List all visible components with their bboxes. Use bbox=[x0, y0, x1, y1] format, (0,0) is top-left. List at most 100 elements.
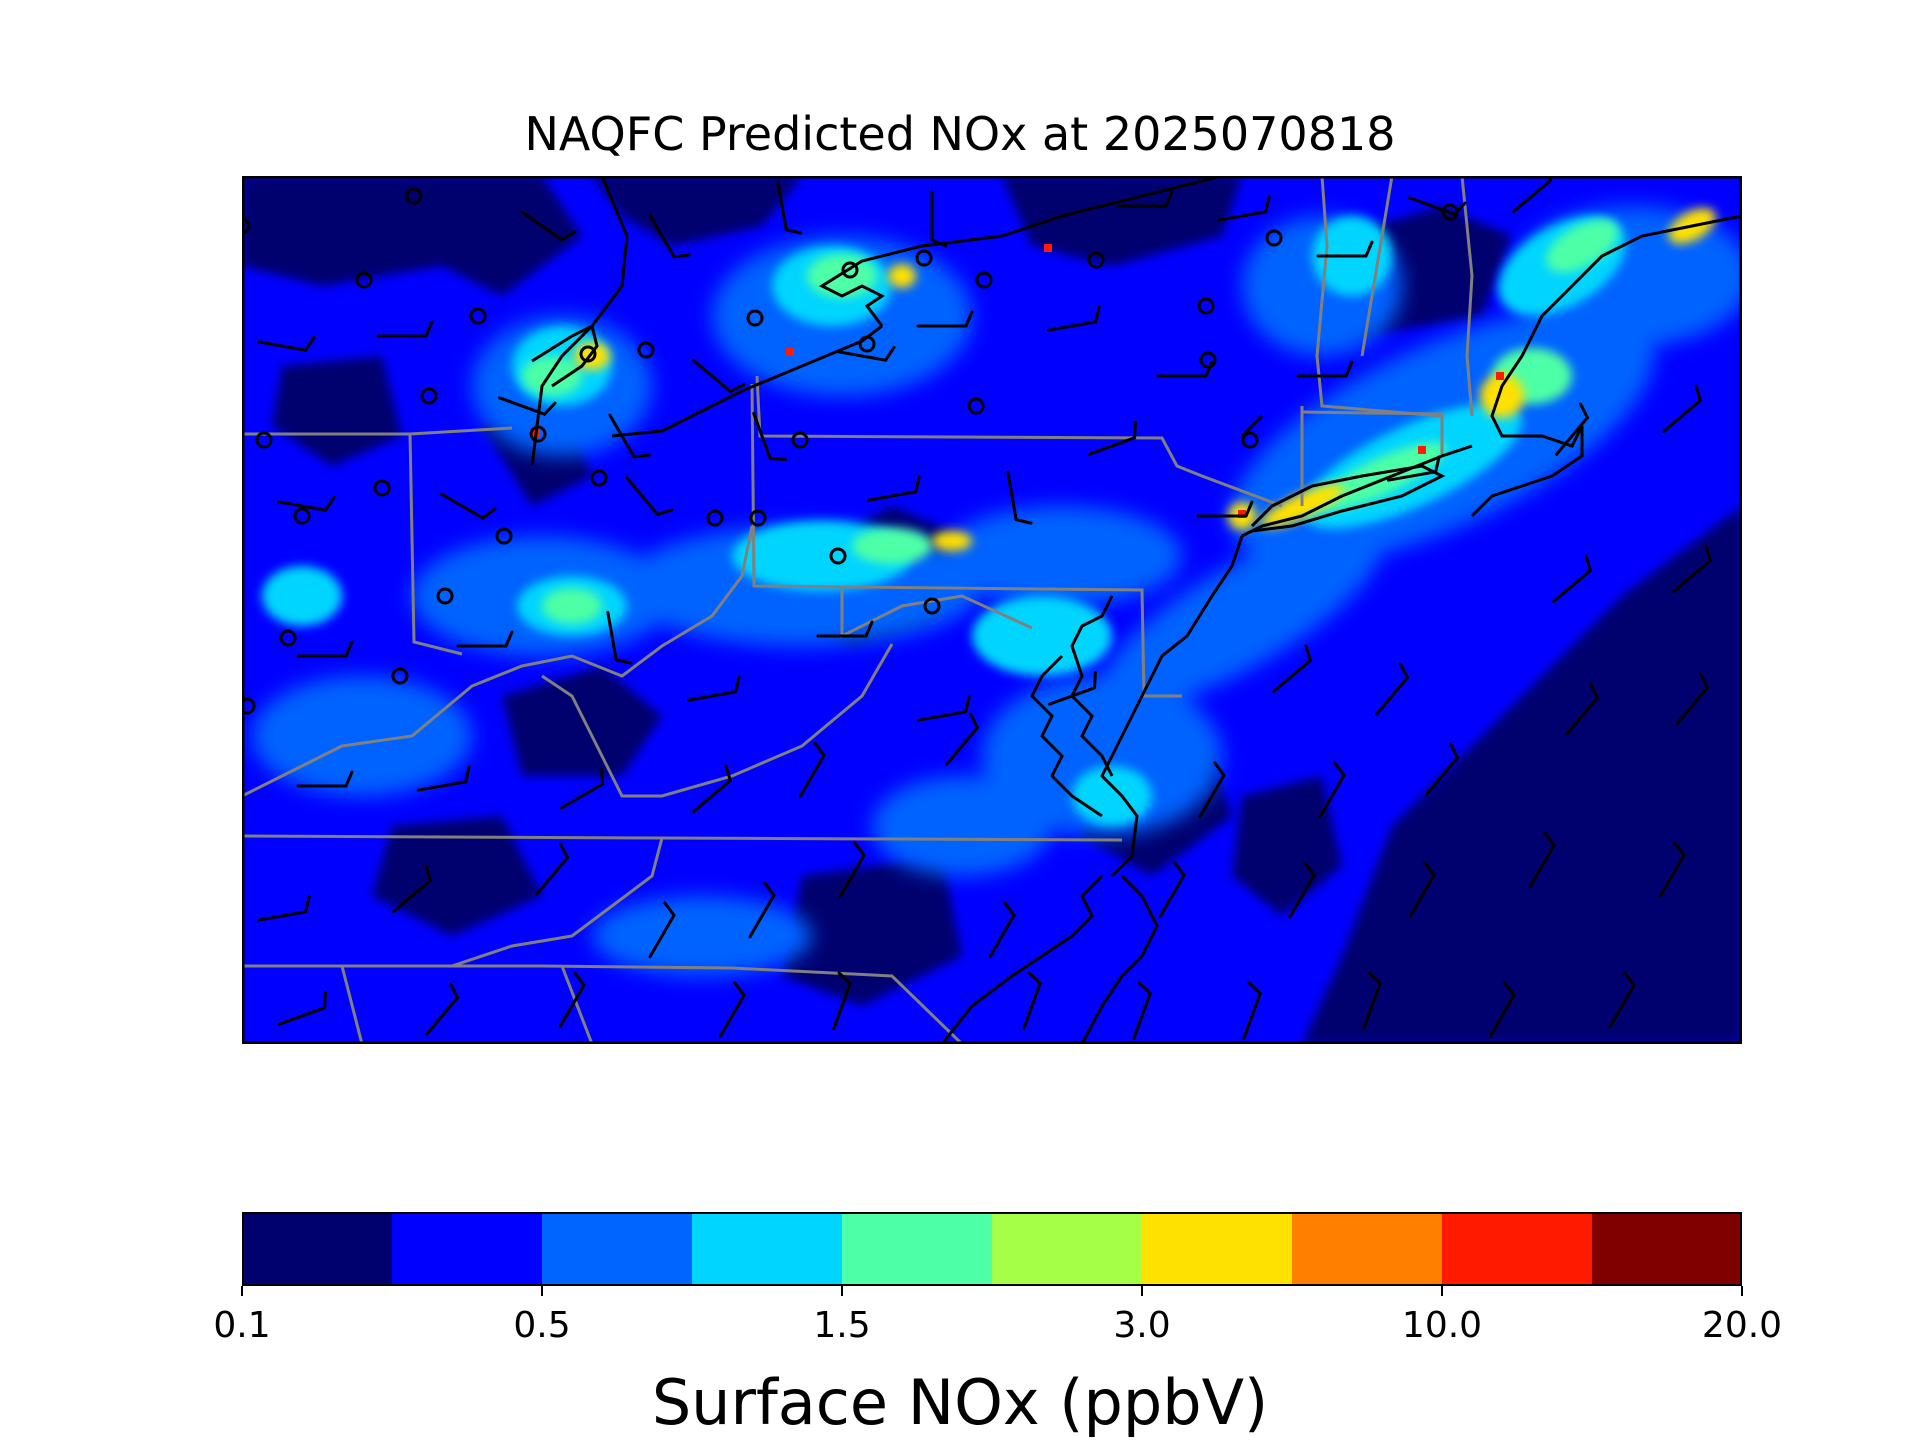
colorbar-tick-mark bbox=[241, 1286, 243, 1296]
wind-barb bbox=[256, 335, 316, 352]
monitor-site-marker bbox=[242, 217, 251, 235]
nox-peak-regions bbox=[574, 208, 1716, 551]
wind-barb bbox=[648, 213, 691, 259]
monitor-site-marker bbox=[829, 547, 847, 565]
wind-barb bbox=[916, 310, 974, 328]
wind-barb bbox=[838, 841, 866, 899]
monitor-site-marker bbox=[841, 261, 859, 279]
colorbar-label: Surface NOx (ppbV) bbox=[651, 1366, 1269, 1439]
wind-barb bbox=[256, 895, 311, 922]
monitor-site-marker bbox=[1241, 431, 1259, 449]
colorbar-segment bbox=[692, 1212, 843, 1286]
monitor-site-marker bbox=[749, 509, 767, 527]
wind-barb bbox=[1216, 195, 1271, 222]
wind-barb bbox=[1362, 971, 1382, 1031]
colorbar-tick-mark bbox=[1441, 1286, 1443, 1296]
wind-barb bbox=[930, 190, 948, 248]
wind-barb bbox=[1296, 360, 1354, 378]
wind-barb bbox=[1672, 544, 1712, 593]
monitor-site-marker bbox=[279, 629, 297, 647]
wind-barb bbox=[1425, 742, 1459, 796]
nox-map bbox=[242, 176, 1742, 1044]
monitor-site-marker bbox=[255, 431, 273, 449]
wind-barb bbox=[277, 991, 327, 1026]
wind-barb bbox=[816, 620, 874, 638]
colorbar-tick-mark bbox=[841, 1286, 843, 1296]
wind-barb bbox=[1608, 971, 1636, 1029]
wind-barb bbox=[1658, 841, 1686, 899]
monitor-site-marker bbox=[469, 307, 487, 325]
wind-barb bbox=[1198, 761, 1226, 819]
wind-barb bbox=[945, 712, 979, 766]
wind-barb bbox=[1386, 455, 1441, 482]
wind-barb bbox=[832, 971, 852, 1031]
wind-barb bbox=[1087, 421, 1137, 456]
wind-barb bbox=[836, 345, 896, 362]
monitor-site-markers bbox=[242, 187, 1459, 715]
wind-barb bbox=[748, 881, 776, 939]
wind-barb bbox=[497, 396, 557, 416]
wind-barb bbox=[625, 476, 674, 516]
wind-barb bbox=[1158, 861, 1186, 919]
colorbar-segment bbox=[242, 1212, 393, 1286]
colorbar-segments bbox=[242, 1212, 1742, 1286]
wind-barb bbox=[1022, 971, 1042, 1031]
wind-barb bbox=[692, 359, 746, 393]
colorbar-tick-mark bbox=[1141, 1286, 1143, 1296]
monitor-site-marker bbox=[373, 479, 391, 497]
wind-barb bbox=[988, 901, 1016, 959]
colorbar-tick-label: 1.5 bbox=[813, 1305, 871, 1346]
wind-barb bbox=[752, 411, 787, 461]
wind-barb bbox=[1662, 384, 1702, 433]
colorbar-tick-label: 10.0 bbox=[1401, 1305, 1483, 1346]
monitor-site-marker bbox=[915, 249, 933, 267]
colorbar-segment bbox=[542, 1212, 693, 1286]
monitor-site-marker bbox=[495, 527, 513, 545]
monitor-site-marker bbox=[706, 509, 724, 527]
state-boundaries bbox=[242, 176, 1474, 1044]
monitor-site-marker bbox=[1197, 297, 1215, 315]
colorbar-tick-label: 0.5 bbox=[513, 1305, 571, 1346]
wind-barbs bbox=[256, 176, 1712, 1041]
monitor-site-marker bbox=[405, 187, 423, 205]
wind-barb bbox=[798, 741, 826, 799]
colorbar-tick-mark bbox=[1741, 1286, 1743, 1296]
wind-barb bbox=[1316, 240, 1374, 258]
monitor-site-marker bbox=[420, 387, 438, 405]
wind-barb bbox=[535, 842, 569, 896]
wind-barb bbox=[416, 765, 471, 792]
monitor-site-marker bbox=[975, 271, 993, 289]
colorbar-tick-label: 3.0 bbox=[1113, 1305, 1171, 1346]
wind-barb bbox=[692, 764, 732, 813]
wind-barb bbox=[376, 320, 434, 338]
wind-barb bbox=[1318, 761, 1346, 819]
monitor-site-marker bbox=[1441, 203, 1459, 221]
colorbar-segment bbox=[992, 1212, 1143, 1286]
wind-barb bbox=[648, 901, 676, 959]
colorbar-frame bbox=[242, 1212, 1742, 1286]
wind-barb bbox=[1272, 644, 1312, 693]
monitor-site-marker bbox=[436, 587, 454, 605]
monitor-site-marker bbox=[391, 667, 409, 685]
monitor-site-marker bbox=[746, 309, 764, 327]
wind-barb bbox=[439, 492, 497, 520]
monitor-site-marker bbox=[791, 431, 809, 449]
wind-barb bbox=[1196, 500, 1254, 518]
monitor-site-marker bbox=[579, 345, 597, 363]
monitor-site-marker bbox=[355, 271, 373, 289]
monitor-site-marker bbox=[590, 469, 608, 487]
wind-barb bbox=[1006, 470, 1033, 525]
wind-barb bbox=[1528, 831, 1556, 889]
wind-barb bbox=[718, 981, 746, 1039]
colorbar bbox=[242, 1212, 1742, 1286]
wind-barb bbox=[520, 210, 577, 242]
wind-barb bbox=[606, 610, 633, 665]
wind-barb bbox=[1565, 682, 1599, 736]
monitor-site-marker bbox=[967, 397, 985, 415]
wind-barb bbox=[296, 640, 354, 658]
wind-barb bbox=[608, 413, 651, 459]
monitor-site-marker bbox=[293, 507, 311, 525]
colorbar-segment bbox=[1142, 1212, 1293, 1286]
wind-barb bbox=[1288, 861, 1316, 919]
monitor-site-marker bbox=[923, 597, 941, 615]
